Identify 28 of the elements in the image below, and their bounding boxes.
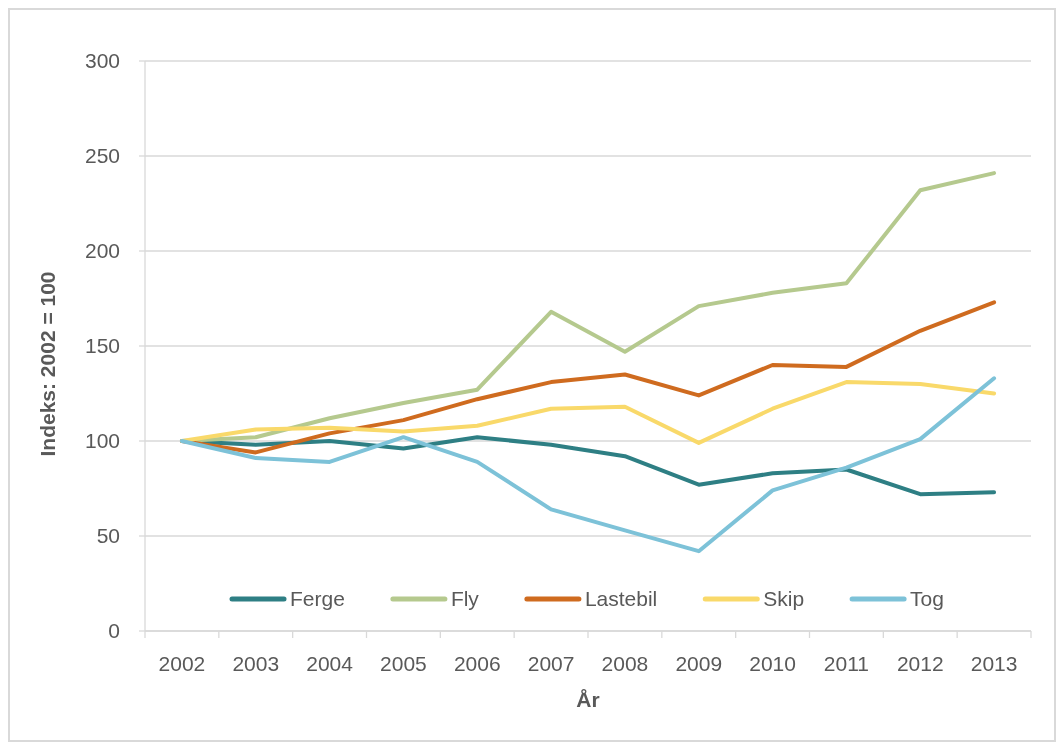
- y-tick-label: 200: [84, 239, 120, 263]
- y-tick-label: 50: [96, 524, 120, 548]
- x-tick-label: 2011: [823, 652, 869, 676]
- legend-label: Fly: [450, 587, 480, 611]
- x-tick-label: 2008: [601, 652, 649, 676]
- line-series: [179, 380, 997, 445]
- line-series: [179, 376, 997, 554]
- y-tick-label: 300: [84, 49, 120, 73]
- y-axis-title: Indeks: 2002 = 100: [36, 271, 60, 457]
- x-tick-label: 2007: [527, 652, 575, 676]
- x-tick-label: 2013: [970, 652, 1018, 676]
- legend-label: Tog: [910, 587, 944, 611]
- x-tick-label: 2006: [453, 652, 501, 676]
- y-tick-label: 100: [84, 429, 120, 453]
- y-tick-label: 150: [84, 334, 120, 358]
- legend-label: Lastebil: [584, 587, 658, 611]
- x-tick-label: 2012: [896, 652, 944, 676]
- x-tick-label: 2009: [675, 652, 723, 676]
- legend-label: Ferge: [290, 587, 345, 611]
- y-tick-label: 0: [108, 619, 120, 643]
- x-tick-label: 2005: [380, 652, 427, 676]
- x-axis-title: År: [576, 688, 600, 712]
- x-tick-label: 2002: [158, 652, 206, 676]
- x-tick-label: 2003: [232, 652, 280, 676]
- legend-label: Skip: [763, 587, 805, 611]
- y-tick-label: 250: [84, 144, 120, 168]
- x-tick-label: 2004: [306, 652, 354, 676]
- x-tick-label: 2010: [749, 652, 796, 676]
